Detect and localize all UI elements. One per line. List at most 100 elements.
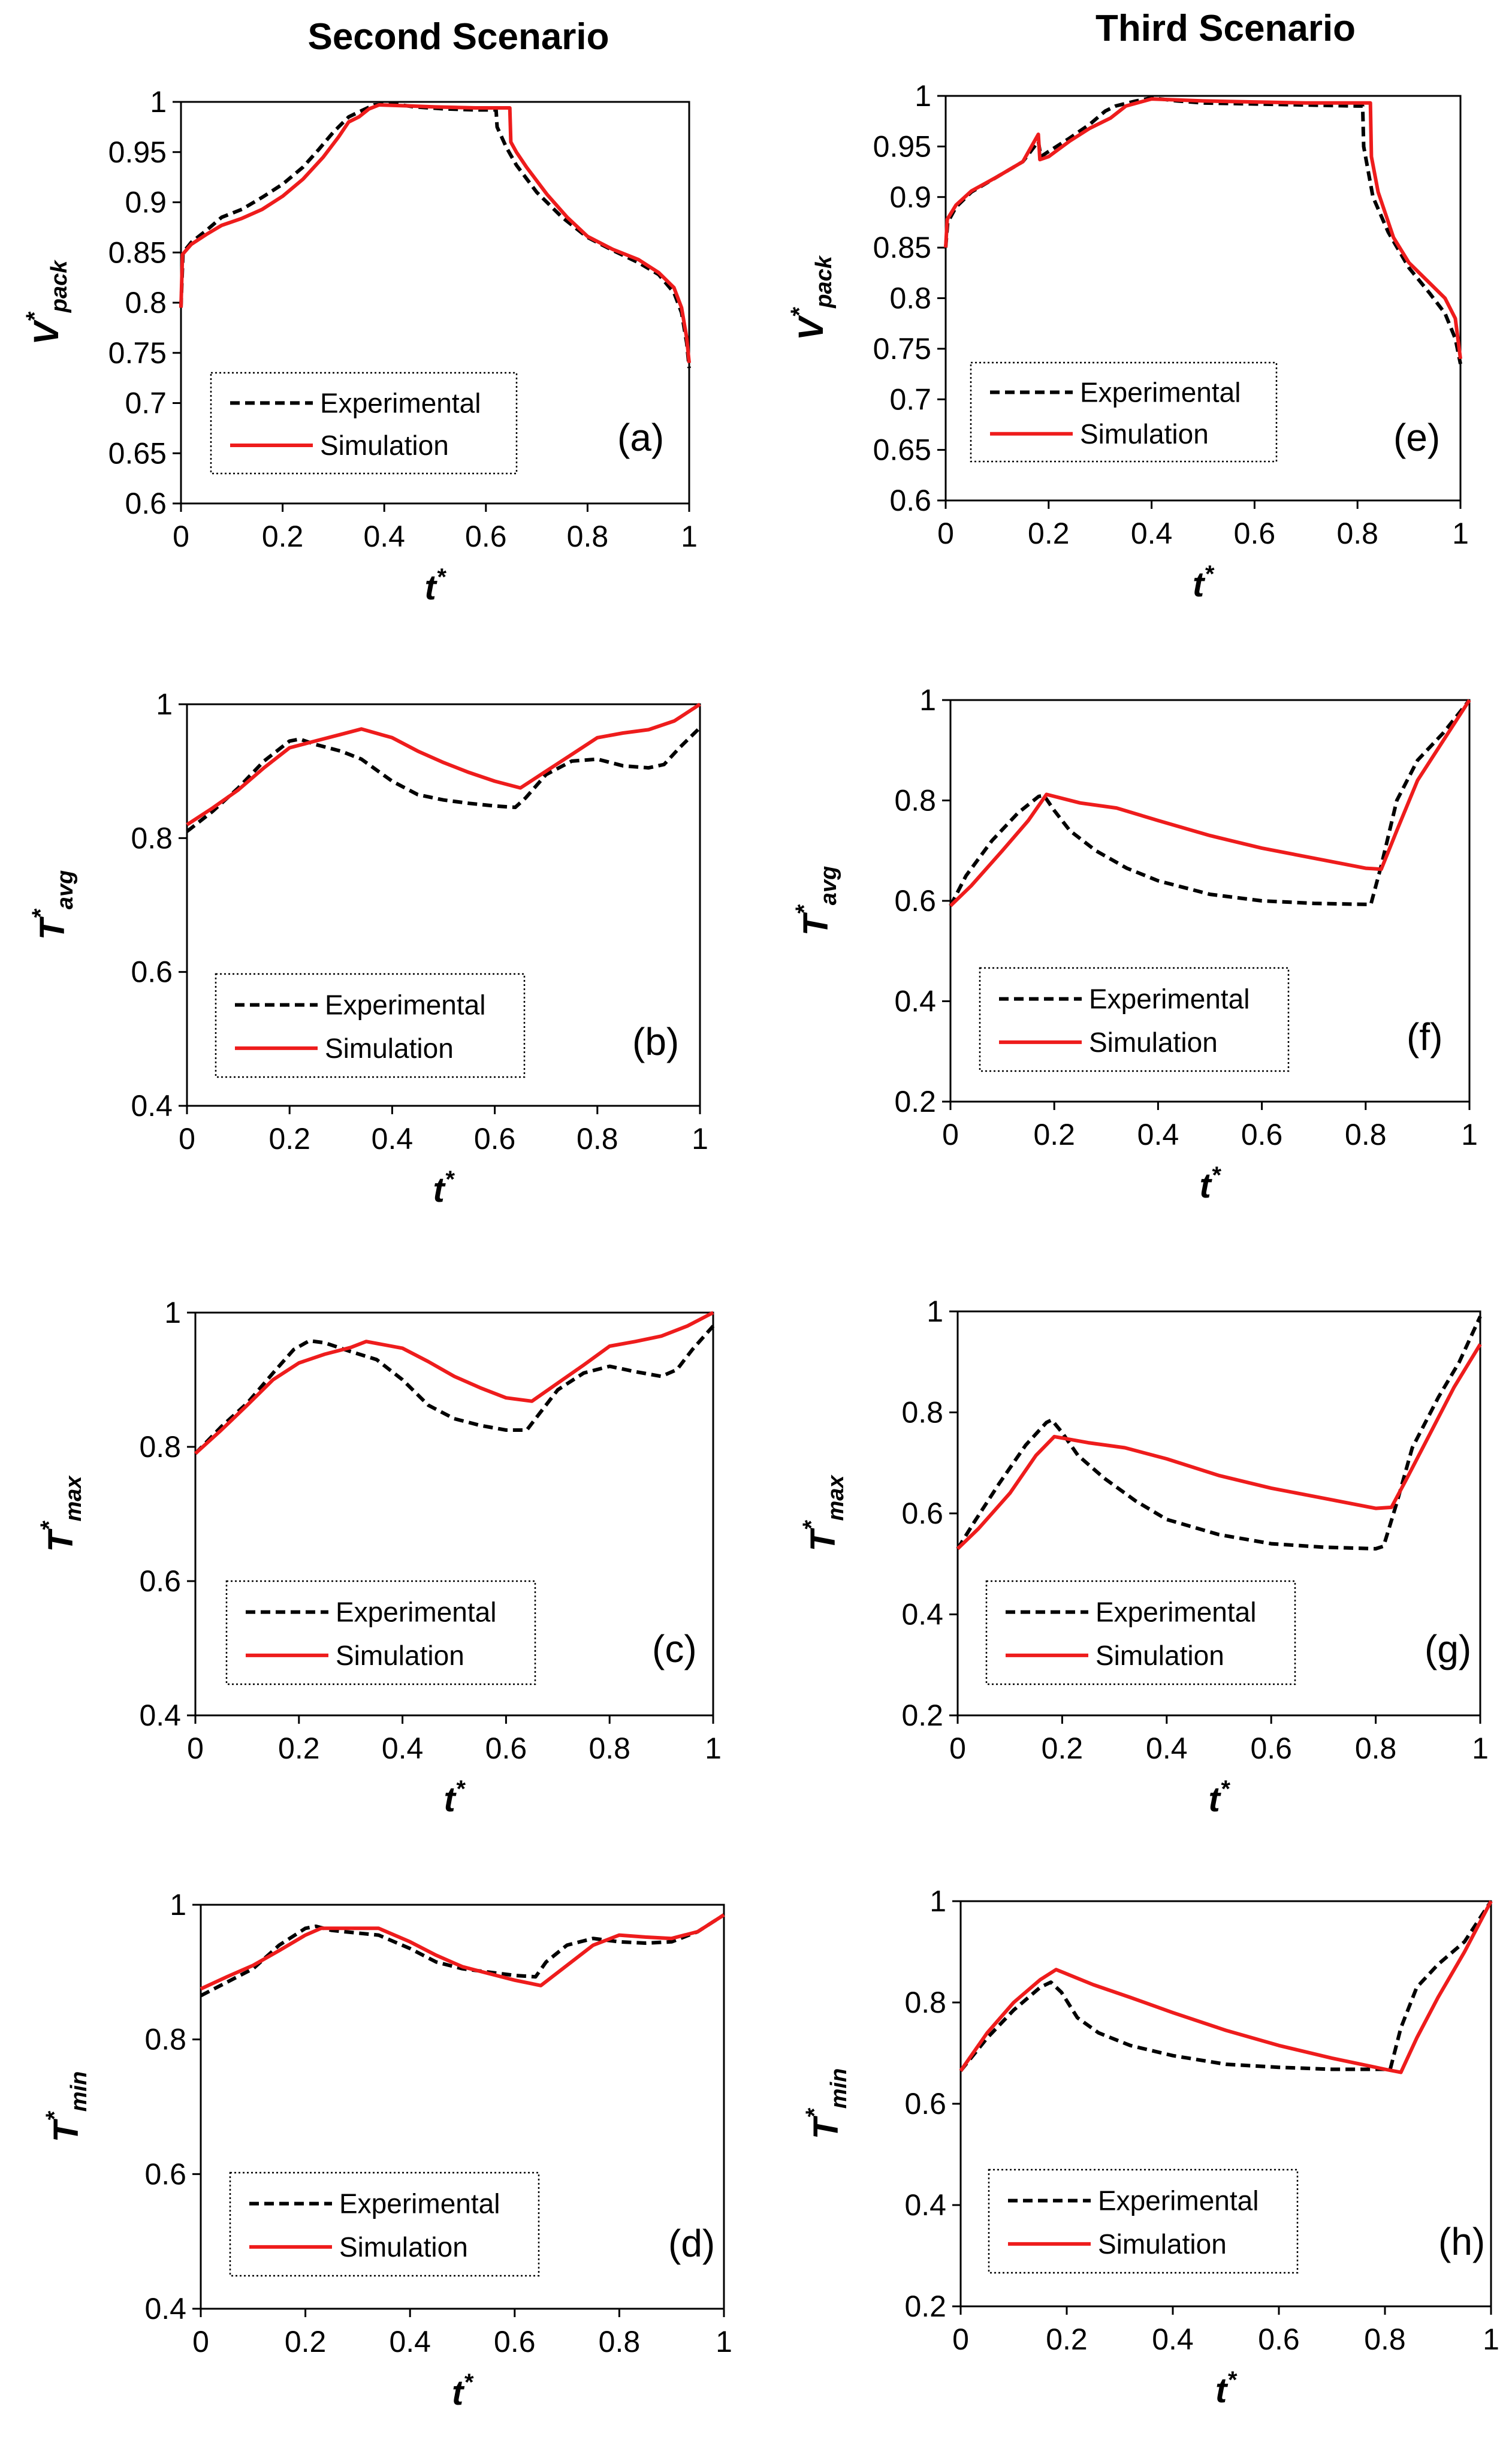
- y-tick-label: 0.2: [894, 1085, 936, 1118]
- x-tick-label: 0.4: [382, 1732, 424, 1765]
- simulation-line-f: [949, 699, 1471, 907]
- x-tick-label: 0.8: [1355, 1732, 1397, 1765]
- simulation-line-c: [194, 1311, 714, 1455]
- y-tick-label: 0.9: [125, 186, 167, 219]
- y-axis-label: T*max: [36, 1475, 86, 1552]
- y-tick-label: 0.75: [873, 332, 931, 366]
- x-axis-label: t*: [1209, 1776, 1231, 1819]
- panel-label-f: (f): [1407, 1015, 1442, 1058]
- x-tick-label: 0.6: [1241, 1118, 1283, 1151]
- y-tick-label: 0.4: [139, 1699, 181, 1732]
- simulation-line-d: [200, 1913, 725, 1991]
- panel-label-e: (e): [1393, 416, 1440, 459]
- x-tick-label: 0: [952, 2323, 969, 2356]
- legend-simulation-label: Simulation: [1098, 2228, 1227, 2260]
- simulation-line-a: [179, 103, 691, 363]
- chart-b: 0.4 0.6 0.8 1 0 0.2 0.4 0.6 0.8 1 t* T*avg Experimen…: [28, 687, 708, 1210]
- legend-box-f: [979, 967, 1290, 1072]
- x-tick-label: 0.2: [285, 2325, 327, 2358]
- x-tick-label: 0.4: [1152, 2323, 1194, 2356]
- experimental-line-b: [186, 726, 702, 833]
- y-tick-label: 0.4: [904, 2188, 946, 2222]
- x-tick-label: 0.4: [1137, 1118, 1179, 1151]
- plot-area-d: [200, 1904, 725, 2310]
- legend-experimental-label: Experimental: [1089, 984, 1250, 1015]
- x-tick-label: 0.8: [588, 1732, 630, 1765]
- x-tick-label: 0.4: [389, 2325, 431, 2358]
- y-tick-label: 1: [919, 683, 936, 717]
- x-tick-label: 0: [179, 1122, 195, 1156]
- y-tick-label: 0.6: [894, 884, 936, 918]
- legend-box-e: [970, 361, 1278, 463]
- legend-experimental-label: Experimental: [336, 1597, 496, 1628]
- y-axis-label: T*min: [801, 2068, 852, 2140]
- y-tick-label: 0.8: [889, 282, 931, 315]
- y-axis-label: T*min: [41, 2071, 92, 2143]
- y-tick-label: 1: [164, 1296, 181, 1329]
- y-tick-label: 0.6: [901, 1497, 943, 1530]
- experimental-line-d: [200, 1913, 725, 1998]
- x-tick-label: 0.6: [465, 520, 507, 553]
- experimental-line-e: [944, 96, 1462, 364]
- y-tick-label: 1: [156, 687, 173, 721]
- x-tick-label: 0.4: [363, 520, 405, 553]
- third-scenario-title: Third Scenario: [1095, 8, 1356, 49]
- chart-c: 0.4 0.6 0.8 1 0 0.2 0.4 0.6 0.8 1 t* T*max Experimen…: [36, 1296, 722, 1819]
- y-tick-label: 0.8: [144, 2023, 186, 2056]
- y-tick-label: 0.8: [125, 286, 167, 319]
- y-tick-label: 0.6: [139, 1564, 181, 1598]
- chart-h: 0.20.40.60.810 0.2 0.4 0.6 0.8 1t*T*minExperi…: [801, 1884, 1499, 2410]
- legend-box-b: [215, 973, 526, 1078]
- y-tick-label: 0.85: [108, 236, 167, 269]
- chart-a: 0.6 0.65 0.7 0.75 0.8 0.85 0.9 0.95 1 0 0.2 0.4 0.6 0…: [22, 85, 698, 607]
- y-tick-label: 0.4: [894, 985, 936, 1018]
- x-tick-label: 0.6: [474, 1122, 516, 1156]
- simulation-line-g: [956, 1343, 1482, 1551]
- legend-box-c: [225, 1580, 536, 1685]
- legend-box-a: [210, 372, 518, 475]
- x-axis-label: t*: [444, 1776, 466, 1819]
- x-tick-label: 0: [187, 1732, 204, 1765]
- y-axis-label: T*max: [798, 1474, 849, 1552]
- x-tick-label: 0.2: [1028, 517, 1070, 550]
- chart-e: 0.6 0.65 0.7 0.75 0.8 0.85 0.9 0.95 1 0 0.2 0.4 0.6 0…: [786, 79, 1469, 604]
- x-tick-label: 0.2: [268, 1122, 310, 1156]
- experimental-line-f: [949, 699, 1471, 907]
- legend-simulation-label: Simulation: [320, 430, 449, 461]
- x-tick-label: 0: [942, 1118, 959, 1151]
- y-tick-label: 0.4: [901, 1598, 943, 1631]
- y-tick-label: 0.8: [901, 1396, 943, 1429]
- y-tick-label: 0.8: [904, 1986, 946, 2019]
- x-axis-label: t*: [1215, 2367, 1238, 2410]
- y-tick-label: 0.4: [144, 2292, 186, 2326]
- y-axis-label: V*pack: [786, 255, 837, 340]
- experimental-line-c: [194, 1325, 715, 1455]
- panel-label-a: (a): [617, 416, 664, 459]
- experimental-line-a: [179, 102, 691, 369]
- y-tick-label: 1: [170, 1888, 186, 1922]
- y-tick-label: 0.65: [873, 433, 931, 467]
- x-tick-label: 0.6: [1234, 517, 1276, 550]
- y-tick-label: 0.8: [131, 821, 173, 855]
- chart-d: 0.4 0.6 0.8 1 0 0.2 0.4 0.6 0.8 1 t* T*min Experimen…: [41, 1888, 732, 2412]
- legend-experimental-label: Experimental: [320, 387, 481, 418]
- x-axis-label: t*: [452, 2369, 474, 2412]
- legend-experimental-label: Experimental: [1095, 1597, 1256, 1628]
- chart-f: 0.20.40.60.810 0.2 0.4 0.6 0.8 1t*T*avgExperi…: [791, 683, 1478, 1205]
- legend-experimental-label: Experimental: [1098, 2185, 1259, 2216]
- x-tick-label: 0.2: [1046, 2323, 1088, 2356]
- x-tick-label: 0.4: [372, 1122, 414, 1156]
- x-tick-label: 0: [192, 2325, 209, 2358]
- x-axis-label: t*: [425, 564, 447, 607]
- y-tick-label: 0.6: [904, 2087, 946, 2121]
- y-axis-label: V*pack: [22, 260, 72, 345]
- x-tick-label: 0.6: [1250, 1732, 1292, 1765]
- y-tick-label: 0.8: [894, 784, 936, 818]
- plot-area-c: [194, 1311, 714, 1717]
- experimental-line-h: [959, 1900, 1493, 2072]
- x-tick-label: 0.8: [567, 520, 609, 553]
- x-tick-label: 1: [1472, 1732, 1489, 1765]
- panel-label-g: (g): [1425, 1627, 1471, 1670]
- legend-box-g: [985, 1580, 1296, 1685]
